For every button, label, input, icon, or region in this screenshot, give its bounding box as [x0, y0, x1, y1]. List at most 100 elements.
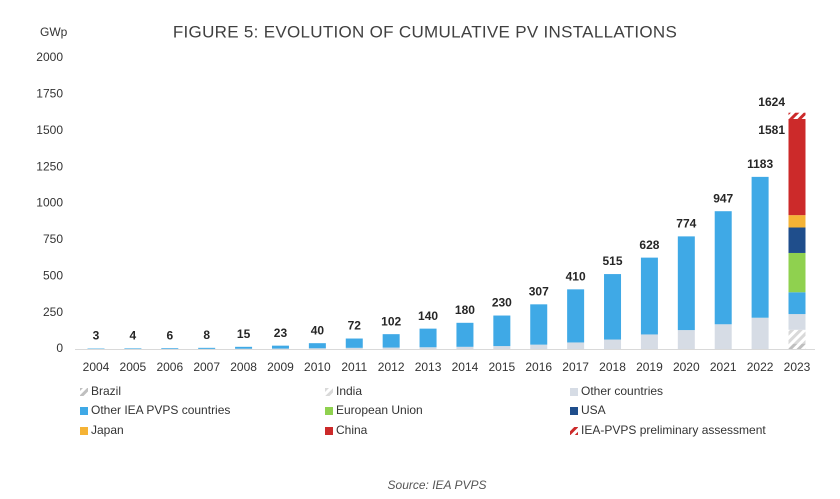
- y-tick-label: 500: [43, 268, 63, 282]
- total-label: 23: [274, 326, 288, 340]
- bar-segment: [235, 346, 253, 349]
- bar-segment: [530, 304, 548, 345]
- legend-label: China: [336, 423, 368, 437]
- total-label: 40: [311, 323, 325, 337]
- bar-segment: [751, 176, 769, 318]
- x-tick-label: 2016: [525, 360, 552, 374]
- y-tick-label: 0: [56, 341, 63, 355]
- x-tick-label: 2021: [710, 360, 737, 374]
- x-tick-label: 2020: [673, 360, 700, 374]
- x-tick-label: 2010: [304, 360, 331, 374]
- bar-segment: [567, 289, 585, 343]
- bar-segment: [419, 328, 437, 348]
- total-label: 1581: [758, 123, 785, 137]
- x-tick-label: 2008: [230, 360, 257, 374]
- y-tick-label: 1000: [36, 196, 63, 210]
- x-tick-label: 2017: [562, 360, 589, 374]
- y-axis-label: GWp: [40, 25, 68, 39]
- legend-swatch: [570, 427, 578, 435]
- legend-label: Other IEA PVPS countries: [91, 403, 230, 417]
- bar-segment: [308, 348, 326, 349]
- bar-segment: [714, 211, 732, 325]
- bar-segment: [456, 322, 474, 347]
- y-tick-label: 1750: [36, 87, 63, 101]
- legend-swatch: [80, 407, 88, 415]
- x-tick-label: 2006: [156, 360, 183, 374]
- y-tick-label: 2000: [36, 50, 63, 64]
- bar-segment: [382, 334, 400, 348]
- legend-label: European Union: [336, 403, 423, 417]
- bar-segment: [567, 342, 585, 349]
- total-label: 3: [93, 329, 100, 343]
- legend-label: Other countries: [581, 384, 663, 398]
- x-tick-label: 2009: [267, 360, 294, 374]
- bar-segment: [493, 346, 511, 349]
- x-tick-label: 2007: [193, 360, 220, 374]
- total-label: 102: [381, 314, 401, 328]
- bar-segment: [640, 257, 658, 335]
- total-label: 140: [418, 309, 438, 323]
- bar-segment: [419, 347, 437, 349]
- x-tick-label: 2005: [120, 360, 147, 374]
- total-label: 1183: [747, 157, 773, 171]
- bar-segment: [161, 348, 179, 349]
- bar-segment: [788, 112, 806, 119]
- bar-segment: [382, 347, 400, 349]
- bar-segment: [604, 339, 622, 349]
- x-tick-label: 2012: [378, 360, 405, 374]
- total-label: 628: [639, 238, 659, 252]
- total-label: 230: [492, 296, 512, 310]
- total-label: 15: [237, 327, 251, 341]
- legend-swatch: [80, 427, 88, 435]
- bar-segment: [788, 314, 806, 330]
- x-tick-label: 2022: [747, 360, 774, 374]
- legend-swatch: [570, 407, 578, 415]
- legend-label: Brazil: [91, 384, 121, 398]
- total-label: 6: [166, 328, 173, 342]
- y-tick-label: 750: [43, 232, 63, 246]
- total-label: 72: [348, 319, 362, 333]
- x-tick-label: 2004: [83, 360, 110, 374]
- legend-label: USA: [581, 403, 606, 417]
- total-label: 307: [529, 285, 549, 299]
- total-label: 180: [455, 303, 475, 317]
- total-label: 515: [603, 254, 623, 268]
- preliminary-total-label: 1624: [758, 95, 785, 109]
- legend-label: IEA-PVPS preliminary assessment: [581, 423, 766, 437]
- x-tick-label: 2019: [636, 360, 663, 374]
- y-tick-label: 1500: [36, 123, 63, 137]
- legend-swatch: [80, 388, 88, 396]
- legend-swatch: [570, 388, 578, 396]
- y-tick-label: 250: [43, 305, 63, 319]
- y-tick-label: 1250: [36, 159, 63, 173]
- total-label: 8: [203, 328, 210, 342]
- legend-swatch: [325, 388, 333, 396]
- bar-segment: [788, 215, 806, 228]
- legend-label: Japan: [91, 423, 124, 437]
- bar-segment: [788, 252, 806, 293]
- bar-segment: [604, 274, 622, 340]
- total-label: 947: [713, 191, 733, 205]
- bar-segment: [345, 347, 363, 349]
- legend-swatch: [325, 427, 333, 435]
- x-tick-label: 2013: [415, 360, 442, 374]
- bar-segment: [640, 334, 658, 349]
- x-tick-label: 2014: [452, 360, 479, 374]
- bar-segment: [788, 329, 806, 344]
- bar-segment: [714, 324, 732, 349]
- x-tick-label: 2023: [784, 360, 811, 374]
- bar-segment: [345, 338, 363, 348]
- bar-segment: [751, 317, 769, 349]
- bar-segment: [788, 118, 806, 216]
- bar-segment: [271, 345, 289, 349]
- x-tick-label: 2011: [341, 360, 367, 374]
- x-tick-label: 2018: [599, 360, 626, 374]
- legend-label: India: [336, 384, 362, 398]
- bar-segment: [124, 348, 142, 349]
- bar-segment: [198, 347, 216, 349]
- bar-segment: [788, 343, 806, 349]
- bar-segment: [788, 292, 806, 315]
- bar-segment: [530, 344, 548, 349]
- chart-title: FIGURE 5: EVOLUTION OF CUMULATIVE PV INS…: [173, 22, 677, 41]
